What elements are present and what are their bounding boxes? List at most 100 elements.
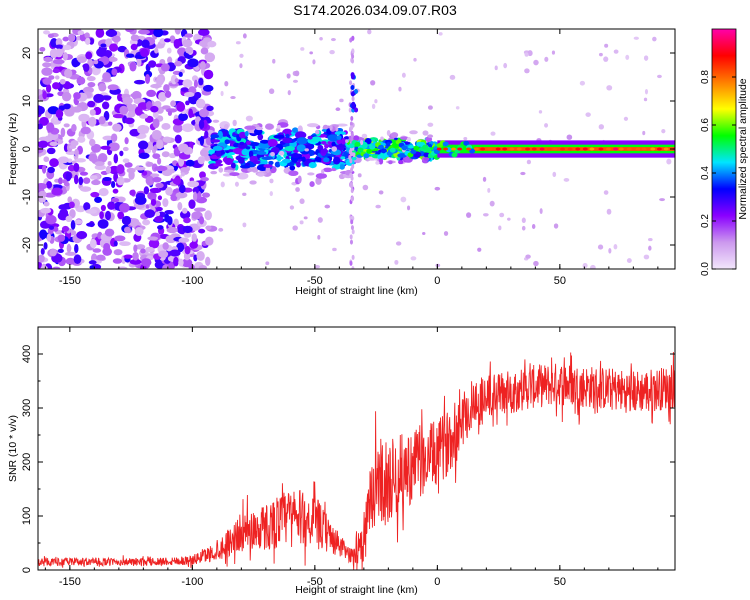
heatmap-cell [65, 150, 77, 155]
heatmap-cell [297, 175, 302, 184]
heatmap-cell [94, 164, 106, 170]
heatmap-cell [357, 173, 362, 178]
heatmap-cell [322, 167, 333, 173]
heatmap-cell [329, 49, 335, 55]
heatmap-x-tick-label: -50 [307, 275, 323, 287]
heatmap-cell [42, 77, 52, 85]
heatmap-cell [156, 139, 164, 150]
heatmap-cell [309, 181, 315, 187]
heatmap-cell [113, 240, 118, 247]
heatmap-cell [531, 223, 536, 230]
heatmap-cell [224, 81, 229, 87]
heatmap-cell [282, 138, 293, 144]
heatmap-cell [76, 76, 86, 85]
heatmap-cell [589, 147, 595, 151]
heatmap-cell [89, 138, 96, 147]
heatmap-cell [137, 124, 149, 135]
heatmap-cell [154, 47, 159, 54]
heatmap-cell [158, 250, 169, 258]
heatmap-cell [111, 35, 121, 43]
heatmap-cell [89, 109, 96, 116]
heatmap-cell [54, 75, 60, 80]
heatmap-cell [153, 29, 164, 38]
heatmap-cell [112, 113, 125, 119]
heatmap-cell [140, 248, 146, 254]
heatmap-cell [366, 148, 373, 154]
heatmap-cell [332, 156, 341, 165]
heatmap-cell [489, 200, 495, 207]
heatmap-cell [199, 61, 206, 70]
heatmap-cell [521, 225, 526, 231]
heatmap-cell [144, 209, 156, 218]
heatmap-x-tick-label: 0 [434, 275, 440, 287]
heatmap-cell [427, 105, 433, 110]
heatmap-cell [436, 147, 442, 151]
heatmap-cell [498, 225, 502, 231]
heatmap-cell [288, 170, 299, 177]
heatmap-cell [261, 156, 274, 161]
heatmap-cell [172, 177, 181, 185]
heatmap-cell [274, 161, 281, 168]
heatmap-cell [642, 130, 646, 136]
heatmap-cell [112, 188, 119, 194]
heatmap-cell [158, 91, 167, 102]
heatmap-cell [349, 37, 353, 43]
heatmap-cell [178, 71, 183, 77]
heatmap-cell [551, 50, 556, 55]
heatmap-cell [553, 223, 559, 229]
heatmap-cell [55, 44, 64, 50]
heatmap-cell [659, 198, 665, 202]
heatmap-cell [64, 108, 75, 117]
heatmap-cell [62, 44, 72, 51]
heatmap-cell [307, 135, 313, 140]
heatmap-cell [239, 53, 244, 58]
heatmap-cell [180, 87, 189, 92]
heatmap-cell [87, 81, 96, 88]
heatmap-cell [116, 176, 125, 186]
heatmap-cell [281, 158, 291, 164]
heatmap-cell [138, 29, 150, 35]
heatmap-cell [125, 53, 135, 58]
heatmap-cell [40, 265, 48, 269]
snr-x-axis-label: Height of straight line (km) [295, 584, 418, 596]
heatmap-cell [386, 130, 391, 136]
heatmap-cell [248, 141, 260, 147]
heatmap-cell [289, 165, 296, 171]
heatmap-cell [173, 38, 181, 49]
heatmap-cell [349, 172, 353, 178]
heatmap-cell [349, 239, 353, 245]
heatmap-cell [212, 145, 223, 151]
heatmap-cell [463, 137, 468, 141]
heatmap-y-tick-label: 0 [21, 146, 33, 152]
heatmap-cell [200, 176, 209, 182]
heatmap-cell [380, 148, 387, 154]
heatmap-cell [314, 156, 322, 162]
heatmap-cell [48, 225, 55, 230]
heatmap-cell [103, 243, 111, 252]
heatmap-cell [46, 122, 55, 133]
heatmap-cell [230, 96, 236, 100]
heatmap-cell [205, 236, 214, 246]
heatmap-cell [398, 86, 402, 92]
heatmap-cell [375, 204, 381, 209]
heatmap-cell [350, 115, 354, 121]
heatmap-cell [78, 176, 84, 186]
heatmap-cell [182, 207, 188, 214]
heatmap-cell [187, 180, 200, 188]
heatmap-cell [133, 79, 146, 85]
heatmap-cell [606, 85, 613, 91]
heatmap-cell [203, 37, 212, 43]
heatmap-cell [495, 147, 501, 151]
heatmap-cell [159, 38, 166, 44]
heatmap-cell [38, 190, 47, 198]
heatmap-cell [527, 50, 533, 57]
heatmap-cell [656, 147, 662, 151]
heatmap-cell [552, 171, 557, 178]
heatmap-cell [60, 127, 66, 138]
heatmap-cell [442, 141, 449, 147]
heatmap-cell [652, 36, 657, 42]
heatmap-cell [117, 211, 125, 220]
heatmap-cell [661, 129, 666, 134]
heatmap-cell [166, 226, 178, 234]
